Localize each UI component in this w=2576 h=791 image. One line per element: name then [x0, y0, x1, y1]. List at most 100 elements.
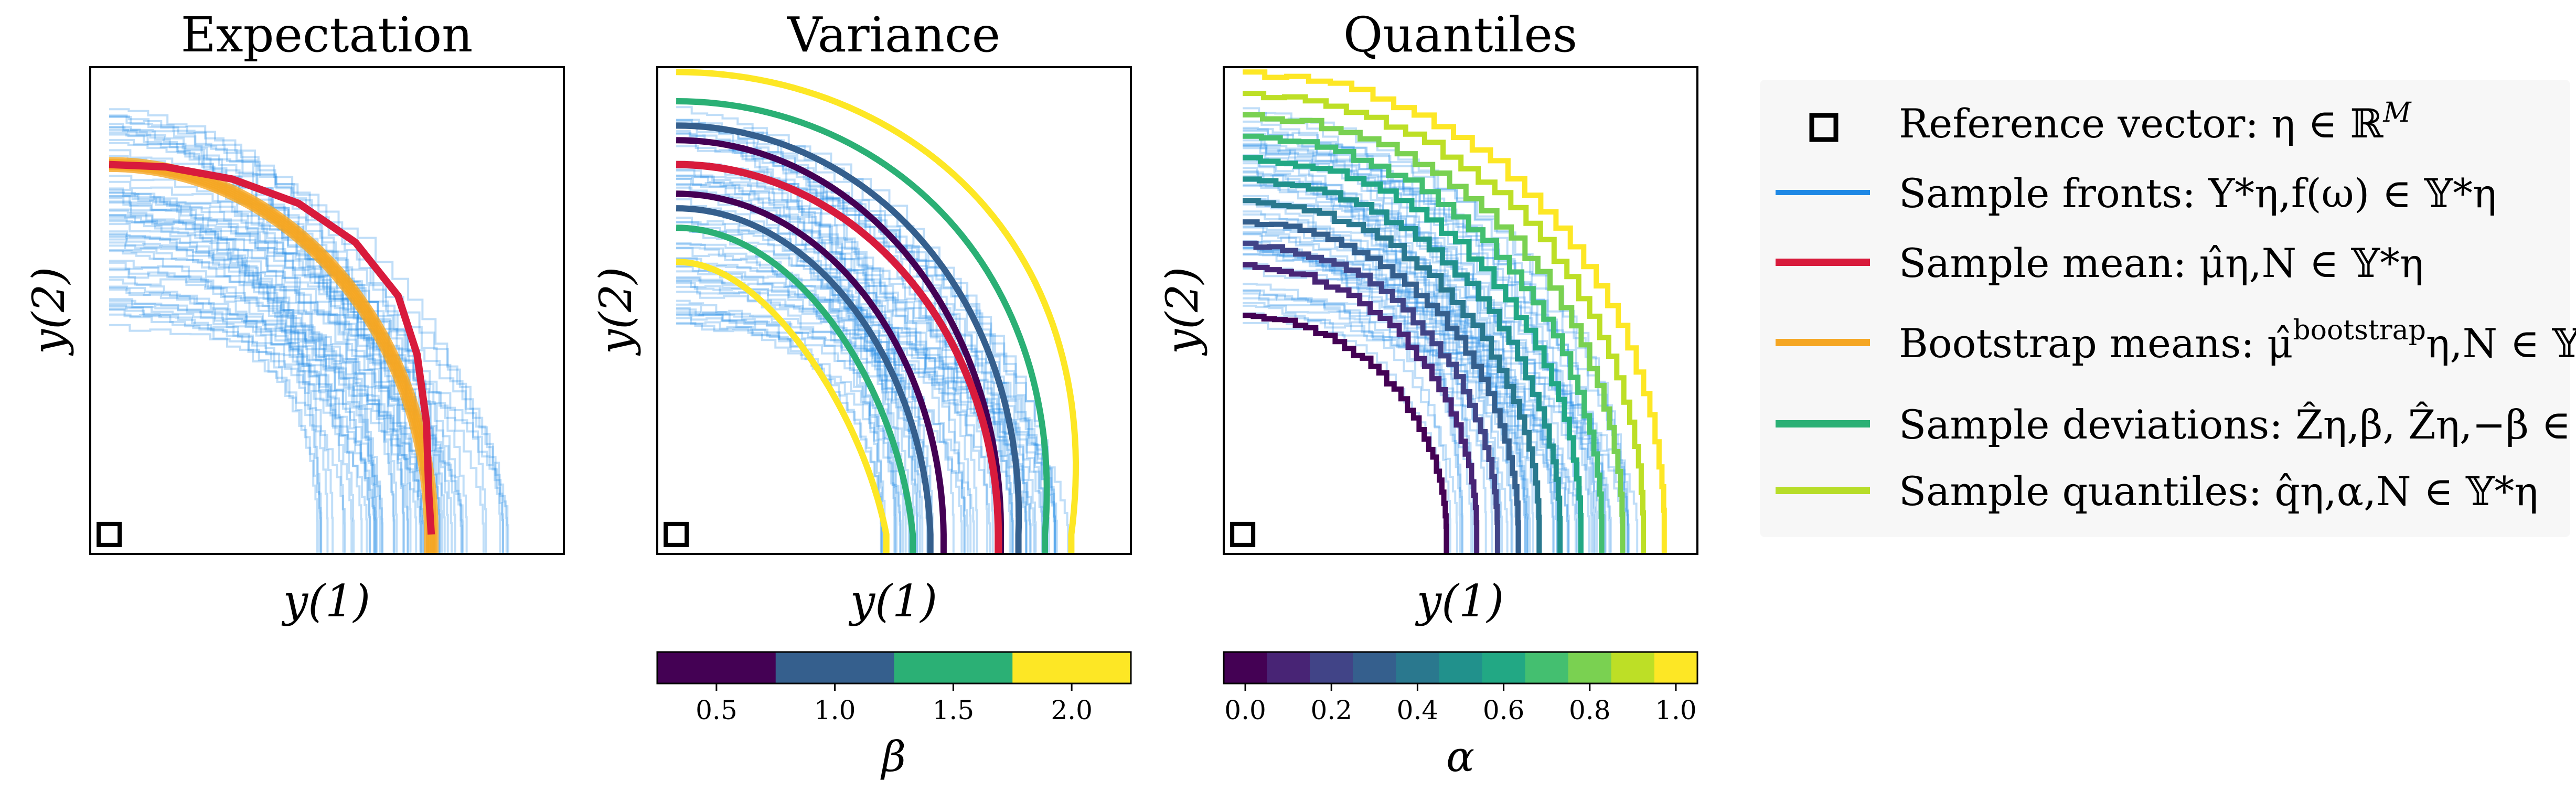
colorbar-segment [1525, 652, 1569, 683]
sample-front-line [109, 232, 371, 554]
sample-quantile-line [1243, 198, 1542, 554]
sample-deviation-line [676, 205, 934, 554]
sample-front-line [109, 241, 353, 554]
sample-front-line [676, 177, 934, 554]
x-axis-label-variance: y(1) [848, 575, 937, 627]
axes-frame-quantiles [1223, 66, 1698, 555]
sample-front-line [676, 270, 1014, 554]
sample-front-line [109, 308, 377, 554]
colorbar-tick-label: 0.5 [696, 695, 737, 725]
sample-deviation-line [676, 98, 1050, 554]
sample-front-line [676, 264, 1031, 554]
sample-front-line [676, 247, 1037, 554]
sample-front-line [1243, 302, 1577, 554]
sample-deviation-line [676, 259, 890, 554]
sample-front-line [109, 123, 321, 554]
sample-front-line [109, 261, 363, 554]
legend: Reference vector: η ∈ ℝM Sample fronts: … [1776, 97, 2576, 515]
sample-front-line [1243, 290, 1509, 554]
colorbar-segment [1396, 652, 1439, 683]
sample-front-line [1243, 268, 1612, 554]
sample-front-line [109, 191, 334, 554]
reference-point-marker [664, 521, 689, 547]
sample-front-line [109, 108, 409, 554]
sample-front-line [109, 218, 378, 554]
sample-front-line [109, 214, 355, 554]
legend-text-sample-deviations: Sample deviations: Ẑη,β, Ẑη,−β ∈ 𝕃η [1899, 401, 2576, 448]
sample-front-line [1243, 283, 1458, 554]
colorbar-tick-label: 1.0 [1655, 695, 1697, 725]
sample-front-line [109, 249, 318, 554]
sample-front-line [1243, 156, 1461, 554]
sample-deviation-line [676, 69, 1079, 554]
chart-title-variance: Variance [787, 7, 1000, 63]
sample-front-line [676, 221, 1014, 554]
sample-front-line [676, 106, 915, 554]
y-axis-label-expectation: y(2) [23, 267, 74, 356]
colorbar-tick-label: 0.0 [1224, 695, 1266, 725]
sample-quantile-line [1243, 313, 1449, 554]
sample-front-line [109, 126, 345, 554]
sample-quantile-line [1243, 240, 1500, 554]
sample-deviation-line [676, 225, 916, 554]
sample-front-line [109, 188, 456, 554]
sample-front-line [109, 208, 442, 554]
sample-front-line [109, 138, 487, 554]
sample-front-line [1243, 297, 1639, 554]
colorbar-segment [1310, 652, 1353, 683]
sample-front-line [109, 298, 463, 554]
sample-front-line [109, 279, 322, 554]
sample-front-line [109, 197, 329, 554]
colorbar-tick-label: 0.2 [1310, 695, 1352, 725]
sample-quantile-line [1243, 69, 1667, 554]
sample-mean-line [109, 161, 435, 535]
legend-text-sample-fronts: Sample fronts: Y*η,f(ω) ∈ 𝕐*η [1899, 170, 2497, 217]
sample-front-line [109, 285, 383, 554]
sample-front-line [676, 311, 1035, 554]
sample-front-line [676, 257, 991, 554]
colorbar-label-beta: β [880, 732, 906, 781]
legend-background [1760, 80, 2570, 537]
x-axis-label-quantiles: y(1) [1415, 575, 1504, 627]
sample-front-line [1243, 126, 1474, 554]
sample-front-line [676, 280, 902, 554]
sample-front-line [1243, 248, 1528, 554]
legend-marker-reference [1809, 113, 1839, 142]
sample-front-line [109, 187, 323, 554]
sample-front-line [109, 195, 423, 554]
colorbar-tick-label: 0.8 [1569, 695, 1611, 725]
sample-front-line [109, 250, 453, 554]
sample-front-line [676, 184, 882, 554]
legend-text-sample-quantiles: Sample quantiles: q̂η,α,N ∈ 𝕐*η [1899, 468, 2538, 515]
colorbar-segment [1654, 652, 1698, 683]
sample-deviation-line [676, 190, 947, 554]
colorbar-segment [1568, 652, 1612, 683]
colorbar-label-alpha: α [1446, 732, 1474, 781]
colorbar-alpha: 0.0 0.2 0.4 0.6 0.8 1.0 [1223, 651, 1698, 725]
sample-front-line [1243, 162, 1487, 554]
colorbar-tick-label: 2.0 [1051, 695, 1093, 725]
sample-front-line [109, 209, 396, 554]
y-axis-label-variance: y(2) [590, 267, 642, 356]
colorbar-segment [1353, 652, 1396, 683]
sample-front-line [1243, 312, 1562, 554]
x-axis-label-expectation: y(1) [281, 575, 370, 627]
sample-front-line [109, 234, 422, 554]
sample-front-line [109, 230, 383, 554]
sample-front-line [109, 214, 441, 554]
colorbar-segment [775, 652, 894, 683]
sample-front-line [676, 208, 924, 554]
colorbar-segment [894, 652, 1013, 683]
sample-front-line [109, 308, 346, 554]
legend-text-reference: Reference vector: η ∈ ℝM [1899, 97, 2412, 147]
sample-quantile-line [1243, 133, 1605, 554]
sample-front-line [1243, 147, 1598, 554]
axes-frame-variance [656, 66, 1132, 555]
sample-front-line [676, 217, 918, 554]
colorbar-tick-label: 0.4 [1397, 695, 1439, 725]
sample-front-line [1243, 184, 1595, 554]
colorbar-segment [1224, 652, 1267, 683]
chart-title-quantiles: Quantiles [1343, 7, 1577, 63]
sample-deviation-line [676, 122, 1022, 554]
